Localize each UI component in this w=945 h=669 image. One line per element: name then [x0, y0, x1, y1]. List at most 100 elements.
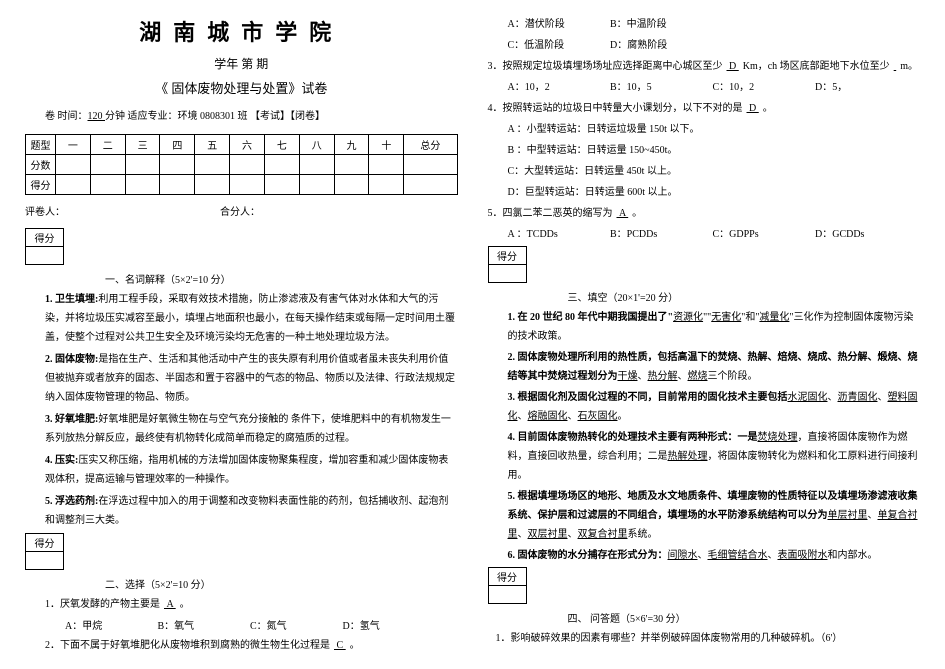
- score-box-cell: [488, 586, 526, 604]
- option-a: A：潜伏阶段: [508, 15, 608, 34]
- term: 浮选药剂:: [55, 496, 98, 507]
- option-line: C：大型转运站：日转运量 450t 以上。: [488, 162, 921, 181]
- fill-mid: 、: [768, 550, 778, 561]
- q-tail: 。: [350, 640, 360, 651]
- cell: [369, 175, 404, 195]
- answer-blank: C: [330, 640, 350, 651]
- q-tail: 。: [632, 208, 642, 219]
- score-box: 得分: [488, 567, 527, 604]
- score-box: 得分: [25, 228, 64, 265]
- fill-item: 2. 固体废物处理所利用的热性质，包括高温下的焚烧、热解、焙烧、烧成、热分解、煅…: [488, 348, 921, 386]
- options-row: A：10，2 B：10，5 C：10，2 D：5，: [488, 78, 921, 97]
- fill-post: 。: [618, 411, 628, 422]
- definition: 是指在生产、生活和其他活动中产生的丧失原有利用价值或者虽未丧失利用价值但被抛弃或…: [45, 354, 455, 403]
- section3-title: 三、填空（20×1'=20 分）: [568, 289, 921, 304]
- fill-post: 三个阶段。: [708, 371, 758, 382]
- fill-ans: 热解处理: [668, 451, 708, 462]
- fill-ans: 表面吸附水: [778, 550, 828, 561]
- fill-mid: 、: [868, 510, 878, 521]
- col-header: 六: [230, 135, 265, 155]
- fill-ans: 燃烧: [688, 371, 708, 382]
- cell: [230, 155, 265, 175]
- option-d: D：GCDDs: [815, 225, 915, 244]
- score-box-cell: [26, 247, 64, 265]
- option-line: B ：中型转运站：日转运量 150~450t。: [488, 141, 921, 160]
- option-b: B：中温阶段: [610, 15, 710, 34]
- fill-mid: "": [703, 312, 711, 323]
- score-table: 题型 一 二 三 四 五 六 七 八 九 十 总分 分数 得分: [25, 134, 458, 195]
- definition-item: 5. 浮选药剂:在浮选过程中加入的用于调整和改变物料表面性能的药剂，包括捕收剂、…: [25, 492, 458, 530]
- fill-ans: 熔融固化: [528, 411, 568, 422]
- score-box-cell: [488, 265, 526, 283]
- cell: [230, 175, 265, 195]
- cell: [160, 175, 195, 195]
- mc-question: 4．按照转运站的垃圾日中转量大小课划分，以下不对的是 D 。: [488, 99, 921, 118]
- answer-blank: D: [743, 103, 763, 114]
- fill-mid: 、: [828, 392, 838, 403]
- option-b: B：PCDDs: [610, 225, 710, 244]
- cell: [334, 155, 369, 175]
- fill-item: 1. 在 20 世纪 80 年代中期我国提出了"资源化""无害化"和"减量化"三…: [488, 308, 921, 346]
- answer-blank: [890, 61, 901, 72]
- fill-mid: 、: [568, 529, 578, 540]
- fill-mid: 、: [698, 550, 708, 561]
- col-header: 七: [264, 135, 299, 155]
- answer-blank: D: [723, 61, 743, 72]
- options-row: C：低温阶段 D：腐熟阶段: [488, 36, 921, 55]
- cell: [125, 155, 160, 175]
- option-a: A ：TCDDs: [508, 225, 608, 244]
- mc-question: 3．按照规定垃圾填埋场场址应选择距离中心城区至少 D Km，ch 场区底部距地下…: [488, 57, 921, 76]
- cell: [90, 175, 125, 195]
- fill-post: 和内部水。: [828, 550, 878, 561]
- cell: [264, 175, 299, 195]
- score-box: 得分: [25, 533, 64, 570]
- fill-ans: 沥青固化: [838, 392, 878, 403]
- cell: [56, 155, 91, 175]
- essay-question: 1．影响破碎效果的因素有哪些？并举例破碎固体废物常用的几种破碎机。（6'）: [488, 629, 921, 648]
- cell: [264, 155, 299, 175]
- q-tail: 。: [180, 599, 190, 610]
- fill-item: 3. 根据固化剂及固化过程的不同，目前常用的固化技术主要包括水泥固化、沥青固化、…: [488, 388, 921, 426]
- q-tail: 。: [763, 103, 773, 114]
- cell: [334, 175, 369, 195]
- exam-info: 卷 时间：120 分钟 适应专业：环境 0808301 班 【考试】【闭卷】: [25, 107, 458, 122]
- fill-ans: 热分解: [648, 371, 678, 382]
- fill-ans: 无害化: [711, 312, 741, 323]
- option-c: C：10，2: [713, 78, 813, 97]
- cell: [195, 155, 230, 175]
- col-header: 三: [125, 135, 160, 155]
- term: 压实:: [55, 455, 78, 466]
- fill-pre: 6. 固体废物的水分捕存在形式分为：: [508, 550, 668, 561]
- item-num: 2.: [45, 354, 53, 365]
- fill-ans: 双层衬里: [528, 529, 568, 540]
- score-box-label: 得分: [26, 534, 64, 552]
- mc-question: 1．厌氧发酵的产物主要是 A 。: [25, 595, 458, 614]
- q-text: 5．四氯二苯二恶英的缩写为: [488, 208, 613, 219]
- university-title: 湖南城市学院: [25, 15, 458, 47]
- score-box-cell: [26, 552, 64, 570]
- col-header: 九: [334, 135, 369, 155]
- fill-mid: 、: [518, 529, 528, 540]
- options-row: A：甲烷 B：氧气 C：氮气 D：氢气: [25, 617, 458, 636]
- fill-mid: "和": [741, 312, 759, 323]
- term: 固体废物:: [55, 354, 98, 365]
- definition-item: 3. 好氧堆肥:好氧堆肥是好氧微生物在与空气充分接触的 条件下，使堆肥料中的有机…: [25, 410, 458, 448]
- col-header: 五: [195, 135, 230, 155]
- fill-post: 系统。: [628, 529, 658, 540]
- option-b: B：氧气: [158, 617, 248, 636]
- fill-ans: 石灰固化: [578, 411, 618, 422]
- info-prefix: 卷 时间：: [45, 111, 88, 122]
- fill-pre: 4. 目前固体废物热转化的处理技术主要有两种形式：一是: [508, 432, 758, 443]
- fill-ans: 单层衬里: [828, 510, 868, 521]
- fill-mid: 、: [638, 371, 648, 382]
- option-a: A：10，2: [508, 78, 608, 97]
- table-row: 得分: [26, 175, 458, 195]
- score-box-label: 得分: [488, 247, 526, 265]
- fill-pre: 3. 根据固化剂及固化过程的不同，目前常用的固化技术主要包括: [508, 392, 788, 403]
- item-num: 5.: [45, 496, 53, 507]
- options-row: A ：TCDDs B：PCDDs C：GDPPs D：GCDDs: [488, 225, 921, 244]
- paper-title: 《 固体废物处理与处置》试卷: [25, 78, 458, 97]
- right-page: A：潜伏阶段 B：中温阶段 C：低温阶段 D：腐熟阶段 3．按照规定垃圾填埋场场…: [473, 15, 936, 654]
- item-num: 4.: [45, 455, 53, 466]
- col-header: 四: [160, 135, 195, 155]
